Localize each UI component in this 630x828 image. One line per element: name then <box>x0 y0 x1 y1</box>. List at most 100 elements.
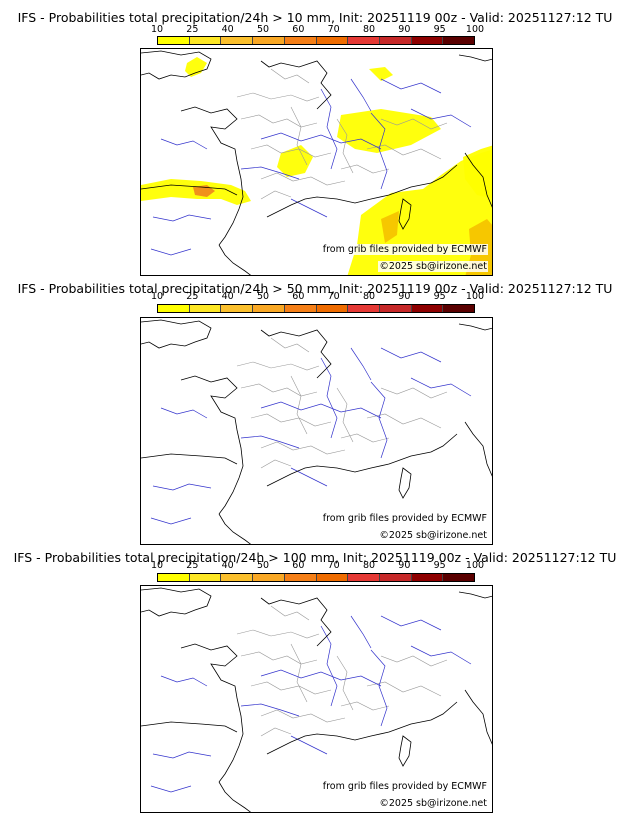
colorbar-tick-label: 80 <box>362 291 376 302</box>
coastline <box>464 689 492 745</box>
admin-border <box>250 681 332 695</box>
colorbar-segment <box>348 305 380 312</box>
colorbar-tick-label: 70 <box>327 560 340 571</box>
river <box>370 112 388 190</box>
admin-border <box>366 144 442 160</box>
admin-border <box>270 605 310 621</box>
panel-title: IFS - Probabilities total precipitation/… <box>17 10 613 25</box>
river <box>152 751 212 759</box>
coastline <box>141 721 238 733</box>
colorbar-tick-label: 95 <box>433 560 446 571</box>
admin-border <box>240 383 318 397</box>
colorbar-tick-label: 40 <box>221 24 234 35</box>
admin-border <box>236 92 320 102</box>
credit-source: from grib files provided by ECMWF <box>321 781 488 792</box>
river <box>150 517 192 525</box>
coastline <box>218 244 251 275</box>
river <box>350 347 372 381</box>
colorbar-segment <box>379 305 412 312</box>
colorbar-segment <box>443 37 475 44</box>
colorbar-ticks: 10 25 40 50 60 70 80 90 95 100 <box>151 291 484 302</box>
colorbar-tick-label: 90 <box>398 560 411 571</box>
coastline <box>180 375 244 515</box>
colorbar-tick-label: 25 <box>186 24 199 35</box>
map-svg <box>141 50 492 275</box>
admin-border <box>236 361 320 371</box>
colorbar-segment <box>411 305 444 312</box>
map-svg <box>141 587 492 812</box>
river <box>160 138 208 150</box>
colorbar-tick-label: 90 <box>398 291 411 302</box>
colorbar-segment <box>443 305 475 312</box>
admin-border <box>340 433 390 443</box>
colorbar-tick-label: 100 <box>465 291 485 302</box>
coastline <box>464 421 492 477</box>
admin-border <box>260 190 292 200</box>
river <box>290 198 328 218</box>
admin-border <box>260 172 346 186</box>
coastline <box>260 60 332 110</box>
precipitation-area <box>347 149 492 275</box>
colorbar-tick-label: 70 <box>327 24 340 35</box>
colorbar-segment <box>316 37 349 44</box>
river <box>290 467 328 487</box>
river <box>380 347 442 363</box>
river <box>240 703 300 717</box>
river <box>290 735 328 755</box>
colorbar-segment <box>221 574 254 581</box>
colorbar-segment <box>316 305 349 312</box>
admin-border <box>366 681 442 697</box>
colorbar <box>157 573 475 582</box>
admin-border <box>340 164 390 174</box>
colorbar-tick-label: 50 <box>256 291 270 302</box>
colorbar-tick-label: 10 <box>150 24 164 35</box>
colorbar-tick-label: 70 <box>327 291 340 302</box>
credit-copyright: ©2025 sb@irizone.net <box>378 261 488 272</box>
colorbar-tick-label: 100 <box>465 24 485 35</box>
colorbar-tick-label: 60 <box>292 291 305 302</box>
colorbar-segment <box>284 37 317 44</box>
colorbar-segment <box>284 305 317 312</box>
colorbar-segment <box>379 574 412 581</box>
colorbar-tick-label: 40 <box>221 291 234 302</box>
colorbar-segment <box>348 574 380 581</box>
river <box>350 615 372 649</box>
precipitation-area <box>337 109 441 153</box>
coastline <box>458 591 492 599</box>
river <box>410 645 472 665</box>
river <box>320 357 338 439</box>
admin-border <box>336 387 354 443</box>
colorbar <box>157 304 475 313</box>
coastline <box>266 701 458 755</box>
coastline <box>458 323 492 331</box>
map-svg <box>141 319 492 544</box>
coastline <box>266 433 458 487</box>
credit-source: from grib files provided by ECMWF <box>321 513 488 524</box>
coastline <box>260 329 332 379</box>
admin-border <box>270 68 310 84</box>
colorbar-segment <box>443 574 475 581</box>
coastline <box>398 198 412 230</box>
coastline <box>458 54 492 62</box>
colorbar-tick-label: 95 <box>433 291 446 302</box>
river <box>370 381 388 459</box>
river <box>320 625 338 707</box>
colorbar-tick-label: 90 <box>398 24 411 35</box>
colorbar-tick-label: 80 <box>362 24 376 35</box>
coastline <box>141 587 212 617</box>
coastline <box>398 735 412 767</box>
coastline <box>141 184 238 196</box>
admin-border <box>336 118 354 174</box>
map-france: from grib files provided by ECMWF ©2025 … <box>140 317 493 545</box>
colorbar-segment <box>253 305 285 312</box>
credit-copyright: ©2025 sb@irizone.net <box>378 530 488 541</box>
admin-border <box>240 114 318 128</box>
river <box>380 615 442 631</box>
river <box>370 649 388 727</box>
coastline <box>180 106 244 246</box>
panel-title: IFS - Probabilities total precipitation/… <box>17 281 613 296</box>
admin-border <box>380 118 448 130</box>
colorbar-segment <box>316 574 349 581</box>
colorbar-tick-label: 60 <box>292 24 305 35</box>
colorbar-tick-label: 40 <box>221 560 234 571</box>
